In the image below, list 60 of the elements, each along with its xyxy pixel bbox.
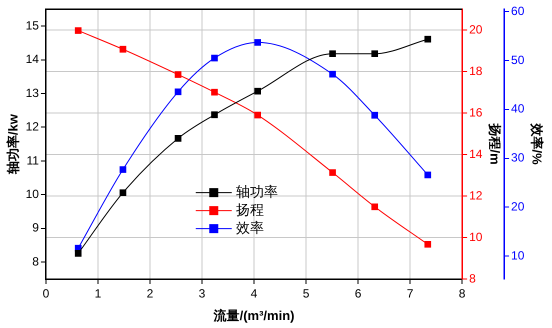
y2-tick-label: 20: [469, 22, 483, 36]
point: [424, 36, 432, 43]
y-tick-label: 15: [26, 18, 40, 32]
x-tick-label: 7: [406, 286, 414, 301]
y-tick-label: 14: [26, 52, 40, 66]
x-tick-label: 4: [250, 286, 258, 301]
point: [254, 112, 261, 118]
point: [424, 172, 432, 178]
point: [254, 88, 261, 94]
y-tick-label: 10: [26, 187, 40, 201]
point: [174, 88, 182, 96]
x-tick-label: 3: [198, 286, 206, 301]
y3-tick-label: 30: [511, 150, 525, 165]
point: [211, 54, 218, 62]
point: [174, 135, 182, 142]
point: [329, 50, 336, 58]
y3-tick-label: 40: [511, 102, 525, 116]
y-tick-label: 11: [26, 153, 40, 168]
y-axis-title: 轴功率/kw: [5, 113, 20, 176]
y-tick-label: 12: [26, 120, 40, 134]
point: [211, 111, 218, 118]
y3-tick-label: 60: [511, 4, 525, 18]
point: [120, 46, 126, 53]
point: [371, 203, 378, 210]
point: [329, 169, 336, 176]
y3-axis-title: 效率/%: [530, 122, 545, 166]
y2-tick-label: 12: [469, 188, 483, 202]
y-tick-label: 9: [32, 220, 40, 235]
y3-tick-label: 10: [511, 248, 525, 262]
x-axis-title: 流量/(m³/min): [212, 308, 294, 323]
y3-tick-label: 50: [511, 52, 525, 67]
y2-axis-title: 扬程/m: [488, 122, 503, 165]
point: [120, 166, 126, 173]
legend-label: 扬程: [236, 202, 264, 218]
point: [254, 39, 261, 46]
point: [329, 70, 336, 78]
point: [174, 71, 182, 78]
point: [371, 112, 378, 119]
y2-tick-label: 10: [469, 230, 483, 244]
point: [424, 241, 432, 248]
point: [120, 189, 126, 196]
y2-tick-label: 16: [469, 105, 483, 120]
point: [74, 27, 82, 34]
x-tick-label: 6: [354, 286, 362, 301]
x-tick-label: 0: [42, 286, 50, 301]
y3-tick-label: 20: [511, 199, 525, 214]
point: [371, 50, 378, 58]
y2-tick-label: 8: [469, 271, 476, 286]
y2-tick-label: 14: [469, 146, 483, 161]
x-tick-label: 2: [146, 286, 154, 301]
y-tick-label: 8: [32, 254, 40, 268]
x-tick-label: 5: [302, 286, 310, 301]
x-tick-label: 8: [458, 286, 466, 301]
point: [74, 250, 82, 257]
point: [211, 88, 218, 96]
legend-label: 轴功率: [236, 184, 278, 200]
y2-tick-label: 18: [469, 64, 483, 78]
y-tick-label: 13: [26, 86, 40, 100]
x-tick-label: 1: [94, 286, 102, 301]
legend-label: 效率: [236, 220, 264, 236]
